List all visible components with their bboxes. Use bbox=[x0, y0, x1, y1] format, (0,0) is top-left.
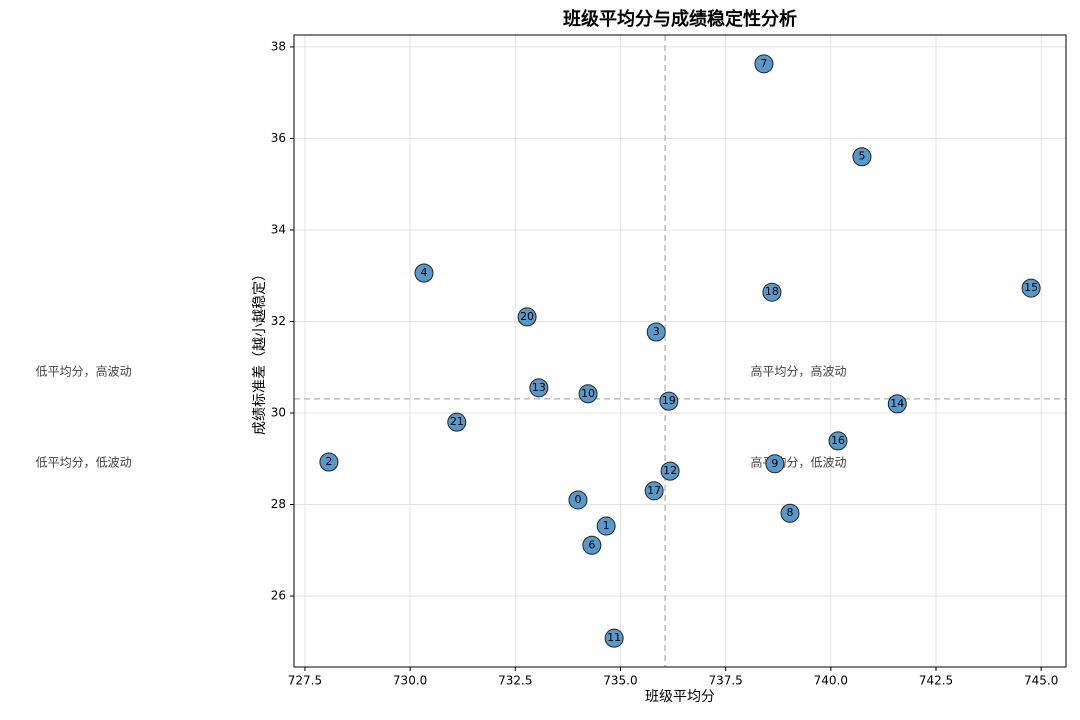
point bbox=[762, 282, 782, 302]
point-label: 3 bbox=[653, 325, 660, 338]
point-label: 14 bbox=[890, 397, 904, 410]
quadrant-label: 低平均分，低波动 bbox=[36, 455, 132, 469]
point-label: 21 bbox=[450, 415, 464, 428]
point bbox=[660, 461, 680, 481]
point-label: 16 bbox=[831, 434, 845, 447]
point bbox=[828, 431, 848, 451]
quadrant-label: 低平均分，高波动 bbox=[36, 363, 132, 378]
point-label: 15 bbox=[1024, 281, 1038, 294]
chart-title: 班级平均分与成绩稳定性分析 bbox=[563, 8, 797, 30]
point bbox=[765, 454, 785, 474]
point bbox=[578, 384, 598, 404]
point bbox=[604, 628, 624, 648]
point-label: 20 bbox=[520, 310, 534, 323]
point bbox=[780, 503, 800, 523]
point bbox=[529, 378, 549, 398]
x-tick-label: 742.5 bbox=[919, 674, 953, 688]
point bbox=[582, 535, 602, 555]
point-label: 5 bbox=[858, 150, 865, 163]
x-tick-label: 727.5 bbox=[288, 674, 322, 688]
point bbox=[646, 322, 666, 342]
point-label: 9 bbox=[771, 457, 778, 470]
point bbox=[659, 391, 679, 411]
point-label: 4 bbox=[420, 266, 427, 279]
quadrant-label: 高平均分，低波动 bbox=[750, 454, 846, 469]
point bbox=[447, 412, 467, 432]
y-tick-label: 28 bbox=[271, 497, 286, 511]
point-label: 12 bbox=[663, 464, 677, 477]
point bbox=[517, 307, 537, 327]
point bbox=[644, 481, 664, 501]
point-label: 10 bbox=[581, 387, 595, 400]
y-tick-label: 36 bbox=[271, 131, 286, 145]
point-label: 8 bbox=[787, 506, 794, 519]
point bbox=[568, 490, 588, 510]
y-tick-label: 30 bbox=[271, 406, 286, 420]
x-tick-label: 735.0 bbox=[603, 674, 637, 688]
point bbox=[887, 394, 907, 414]
point bbox=[754, 54, 774, 74]
point-label: 11 bbox=[607, 631, 621, 644]
y-tick-label: 32 bbox=[271, 314, 286, 328]
x-tick-label: 730.0 bbox=[393, 674, 427, 688]
x-tick-label: 732.5 bbox=[498, 674, 532, 688]
x-axis-label: 班级平均分 bbox=[645, 689, 715, 705]
x-tick-label: 740.0 bbox=[814, 674, 848, 688]
point-label: 1 bbox=[603, 519, 610, 532]
x-tick-label: 745.0 bbox=[1024, 674, 1058, 688]
point-label: 13 bbox=[532, 381, 546, 394]
point-label: 18 bbox=[765, 285, 779, 298]
plot-frame bbox=[293, 34, 1067, 668]
point bbox=[1021, 278, 1041, 298]
point bbox=[596, 516, 616, 536]
point bbox=[852, 147, 872, 167]
y-axis-label: 成绩标准差（越小越稳定） bbox=[252, 267, 268, 435]
point-label: 19 bbox=[662, 394, 676, 407]
x-tick-label: 737.5 bbox=[708, 674, 742, 688]
point bbox=[319, 452, 339, 472]
point-label: 17 bbox=[647, 484, 661, 497]
quadrant-label: 高平均分，高波动 bbox=[750, 363, 846, 378]
point-label: 2 bbox=[325, 455, 332, 468]
point-label: 7 bbox=[760, 57, 767, 70]
y-tick-label: 34 bbox=[271, 222, 286, 236]
point bbox=[414, 263, 434, 283]
y-tick-label: 38 bbox=[271, 39, 286, 53]
point-label: 6 bbox=[588, 538, 595, 551]
y-tick-label: 26 bbox=[271, 589, 286, 603]
point-label: 0 bbox=[574, 493, 581, 506]
